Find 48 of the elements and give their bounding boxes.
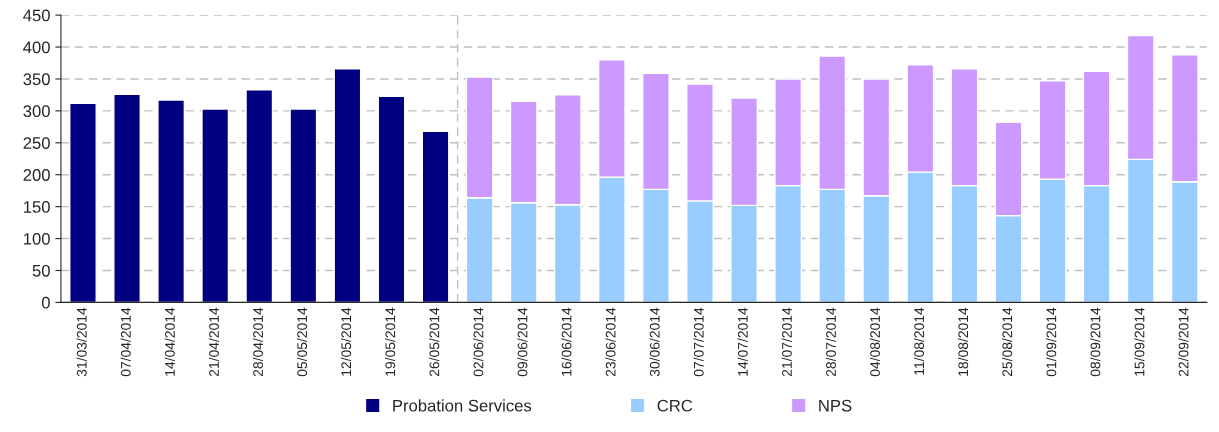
bar bbox=[333, 68, 362, 303]
x-tick-label: 21/07/2014 bbox=[781, 307, 792, 377]
x-tick-label: 23/06/2014 bbox=[605, 307, 616, 377]
x-tick-label: 22/09/2014 bbox=[1178, 307, 1189, 377]
legend-label: CRC bbox=[657, 399, 693, 412]
x-tick-label: 15/09/2014 bbox=[1134, 307, 1145, 376]
x-tick-label: 16/06/2014 bbox=[561, 307, 572, 376]
x-tick-label: 31/03/2014 bbox=[76, 307, 87, 377]
y-tick-label: 100 bbox=[24, 232, 50, 245]
x-tick-label: 02/06/2014 bbox=[473, 307, 484, 377]
y-tick-label: 400 bbox=[23, 41, 50, 54]
x-tick-label: 09/06/2014 bbox=[517, 307, 528, 377]
x-tick-label: 30/06/2014 bbox=[649, 307, 660, 377]
x-tick-label: 11/08/2014 bbox=[913, 307, 925, 375]
y-tick-label: 350 bbox=[23, 73, 50, 86]
x-tick-label: 07/04/2014 bbox=[120, 307, 131, 377]
y-tick-label: 300 bbox=[23, 105, 50, 118]
x-tick-label: 12/05/2014 bbox=[340, 307, 352, 376]
y-tick-label: 0 bbox=[41, 296, 50, 309]
x-tick-label: 19/05/2014 bbox=[385, 307, 396, 376]
x-tick-label: 05/05/2014 bbox=[296, 307, 308, 377]
bar bbox=[69, 102, 97, 303]
x-tick-label: 25/08/2014 bbox=[1002, 307, 1013, 377]
x-tick-label: 28/04/2014 bbox=[252, 307, 263, 377]
bar bbox=[113, 93, 141, 303]
y-tick-label: 50 bbox=[32, 264, 50, 277]
x-tick-label: 28/07/2014 bbox=[825, 307, 836, 377]
x-tick-label: 21/04/2014 bbox=[208, 307, 219, 377]
y-tick-label: 250 bbox=[23, 137, 50, 149]
x-tick-label: 08/09/2014 bbox=[1090, 307, 1101, 377]
bar bbox=[421, 130, 450, 303]
y-tick-label: 150 bbox=[24, 201, 50, 213]
x-tick-label: 14/04/2014 bbox=[164, 307, 175, 376]
bar bbox=[377, 95, 406, 303]
bar bbox=[289, 108, 318, 303]
legend-label: Probation Services bbox=[393, 399, 532, 412]
legend-label: NPS bbox=[819, 399, 852, 412]
bar bbox=[245, 89, 274, 303]
x-tick-label: 14/07/2014 bbox=[737, 307, 748, 376]
x-tick-label: 18/08/2014 bbox=[957, 307, 969, 376]
bar bbox=[201, 108, 230, 303]
x-tick-label: 01/09/2014 bbox=[1046, 307, 1057, 377]
x-tick-label: 07/07/2014 bbox=[693, 307, 704, 377]
y-tick-label: 200 bbox=[23, 169, 50, 181]
x-tick-label: 26/05/2014 bbox=[429, 307, 440, 377]
y-tick-label: 450 bbox=[23, 9, 50, 22]
x-tick-label: 04/08/2014 bbox=[869, 307, 880, 377]
bar bbox=[157, 99, 186, 303]
